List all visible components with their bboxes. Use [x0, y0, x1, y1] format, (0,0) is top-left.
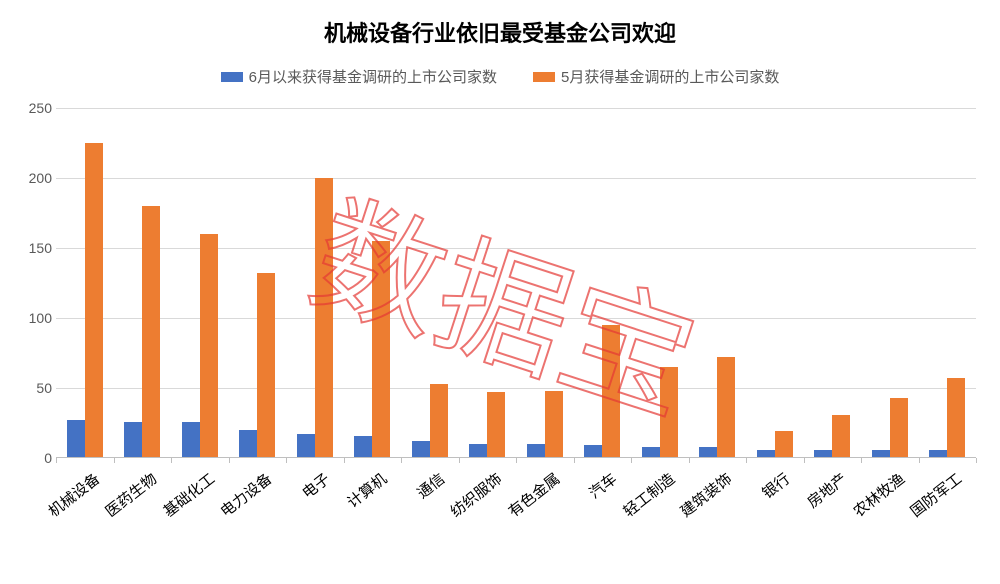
bar	[297, 434, 315, 458]
x-axis-label: 机械设备	[43, 468, 103, 521]
bar	[354, 436, 372, 458]
x-axis-label: 医药生物	[101, 468, 161, 521]
bar	[239, 430, 257, 458]
x-axis-label: 轻工制造	[618, 468, 678, 521]
bar	[545, 391, 563, 458]
bar	[775, 431, 793, 458]
x-axis-label: 电子	[297, 468, 334, 503]
bar	[372, 241, 390, 458]
x-axis-label: 基础化工	[158, 468, 218, 521]
legend-label-0: 6月以来获得基金调研的上市公司家数	[249, 66, 497, 87]
bar	[200, 234, 218, 458]
bar	[660, 367, 678, 458]
bar	[124, 422, 142, 458]
bar	[947, 378, 965, 458]
bar	[832, 415, 850, 458]
bar	[182, 422, 200, 458]
legend-label-1: 5月获得基金调研的上市公司家数	[561, 66, 779, 87]
legend-item-1: 5月获得基金调研的上市公司家数	[533, 66, 779, 87]
x-axis-label: 计算机	[343, 468, 391, 512]
bar	[890, 398, 908, 458]
x-axis-label: 银行	[757, 468, 794, 503]
bar	[142, 206, 160, 458]
x-axis-labels: 机械设备医药生物基础化工电力设备电子计算机通信纺织服饰有色金属汽车轻工制造建筑装…	[56, 462, 976, 572]
bar	[257, 273, 275, 458]
bar	[85, 143, 103, 458]
legend-item-0: 6月以来获得基金调研的上市公司家数	[221, 66, 497, 87]
legend-swatch-1	[533, 72, 555, 82]
bar	[717, 357, 735, 458]
legend-swatch-0	[221, 72, 243, 82]
y-tick-label: 100	[12, 310, 52, 326]
x-axis-label: 建筑装饰	[676, 468, 736, 521]
y-axis: 050100150200250	[12, 108, 52, 458]
x-tick-mark	[976, 458, 977, 463]
x-axis-label: 农林牧渔	[848, 468, 908, 521]
bar	[602, 325, 620, 458]
bar	[412, 441, 430, 458]
y-tick-label: 200	[12, 170, 52, 186]
x-axis-label: 纺织服饰	[446, 468, 506, 521]
x-axis-label: 汽车	[585, 468, 622, 503]
x-axis-label: 电力设备	[216, 468, 276, 521]
chart-title: 机械设备行业依旧最受基金公司欢迎	[0, 0, 1000, 48]
bar	[469, 444, 487, 458]
bar	[527, 444, 545, 458]
bar	[315, 178, 333, 458]
x-axis-label: 国防军工	[906, 468, 966, 521]
bars-layer	[56, 108, 976, 458]
y-tick-label: 250	[12, 100, 52, 116]
plot-area: 050100150200250	[56, 108, 976, 458]
y-tick-label: 50	[12, 380, 52, 396]
y-tick-label: 0	[12, 450, 52, 466]
bar	[430, 384, 448, 458]
chart-legend: 6月以来获得基金调研的上市公司家数 5月获得基金调研的上市公司家数	[0, 66, 1000, 87]
x-axis-label: 通信	[412, 468, 449, 503]
x-axis-label: 有色金属	[503, 468, 563, 521]
x-axis-label: 房地产	[803, 468, 851, 512]
y-tick-label: 150	[12, 240, 52, 256]
bar	[487, 392, 505, 458]
bar	[67, 420, 85, 458]
